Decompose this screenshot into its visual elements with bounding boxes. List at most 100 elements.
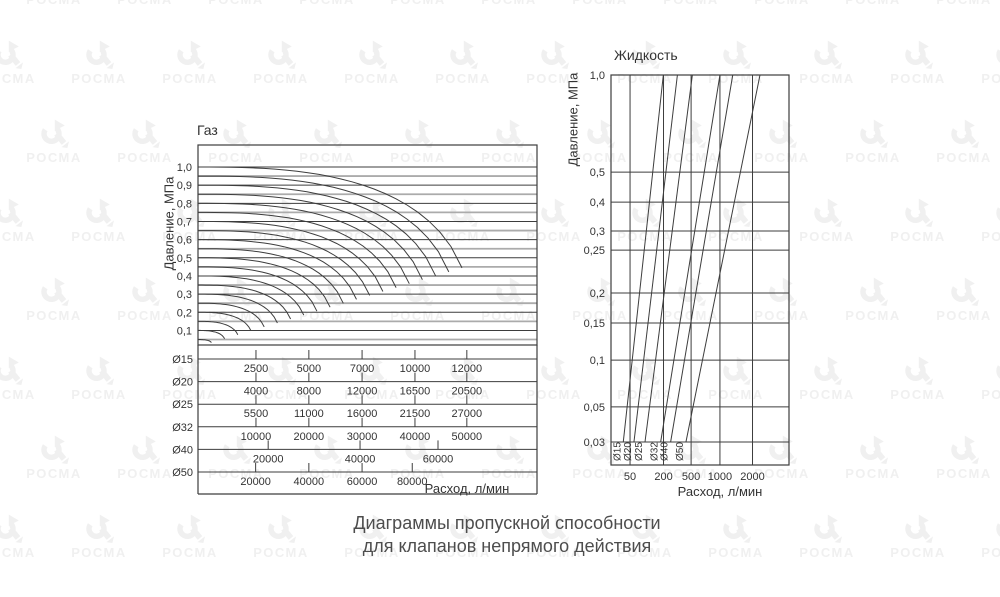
- gas-diameter-label: Ø20: [172, 377, 193, 389]
- gas-y-tick-label: 0,6: [177, 235, 192, 247]
- gas-scale-value: 20000: [294, 431, 325, 443]
- gas-capacity-curve: [198, 266, 318, 312]
- gas-scale-value: 21500: [400, 408, 431, 420]
- gas-x-axis-title: Расход, л/мин: [424, 481, 510, 496]
- gas-diameter-label: Ø40: [172, 444, 193, 456]
- gas-y-tick-label: 1,0: [177, 162, 192, 174]
- gas-capacity-curve: [198, 184, 437, 277]
- gas-capacity-curve: [198, 239, 357, 300]
- gas-capacity-curve: [198, 329, 226, 339]
- gas-capacity-curve: [198, 275, 305, 316]
- gas-capacity-curve: [198, 320, 239, 336]
- gas-scale-value: 40000: [294, 476, 325, 488]
- gas-scale-value: 7000: [350, 363, 374, 375]
- gas-y-axis-title: Давление, МПа: [161, 176, 177, 271]
- gas-capacity-curve: [198, 202, 410, 284]
- gas-scale-value: 12000: [452, 363, 483, 375]
- gas-capacity-curve: [198, 311, 252, 332]
- gas-capacity-curve: [198, 230, 371, 296]
- liquid-y-tick-label: 0,15: [584, 318, 605, 330]
- liquid-diameter-label: Ø32: [650, 442, 661, 461]
- gas-scale-value: 30000: [347, 431, 378, 443]
- liquid-capacity-line: [660, 74, 721, 443]
- liquid-y-tick-label: 0,1: [590, 355, 605, 367]
- gas-diameter-label: Ø50: [172, 467, 193, 479]
- gas-capacity-curve: [198, 293, 278, 324]
- gas-scale-value: 40000: [400, 431, 431, 443]
- liquid-capacity-line: [644, 74, 693, 443]
- gas-capacity-curve: [198, 193, 423, 280]
- gas-scale-value: 20000: [240, 476, 271, 488]
- liquid-diameter-label: Ø15: [612, 442, 623, 461]
- liquid-y-tick-label: 0,25: [584, 245, 605, 257]
- liquid-capacity-line: [622, 74, 664, 443]
- gas-scale-value: 27000: [452, 408, 483, 420]
- gas-scale-value: 60000: [423, 453, 454, 465]
- caption-line-1: Диаграммы пропускной способности: [353, 513, 661, 533]
- gas-capacity-curve: [198, 248, 344, 304]
- gas-scale-value: 12000: [347, 386, 378, 398]
- gas-scale-value: 40000: [345, 453, 376, 465]
- gas-capacity-curve: [198, 302, 265, 328]
- gas-capacity-curve: [198, 257, 331, 308]
- liquid-diameter-label: Ø20: [623, 442, 634, 461]
- gas-capacity-curve: [198, 284, 292, 320]
- gas-y-tick-label: 0,3: [177, 289, 192, 301]
- gas-scale-value: 16500: [400, 386, 431, 398]
- gas-scale-value: 4000: [244, 386, 268, 398]
- liquid-capacity-line: [685, 74, 761, 443]
- liquid-x-tick-label: 2000: [740, 471, 764, 483]
- liquid-y-tick-label: 0,3: [590, 226, 605, 238]
- liquid-x-tick-label: 200: [654, 471, 672, 483]
- liquid-chart-title: Жидкость: [614, 47, 678, 63]
- gas-scale-value: 2500: [244, 363, 268, 375]
- liquid-y-axis-title: Давление, МПа: [565, 72, 581, 167]
- liquid-x-tick-label: 50: [624, 471, 636, 483]
- liquid-capacity-line: [633, 74, 678, 443]
- liquid-diameter-label: Ø50: [675, 442, 686, 461]
- gas-capacity-curve: [198, 175, 450, 273]
- gas-scale-value: 10000: [241, 431, 272, 443]
- gas-scale-value: 5000: [297, 363, 321, 375]
- liquid-y-tick-label: 1,0: [590, 70, 605, 82]
- gas-diameter-label: Ø25: [172, 399, 193, 411]
- gas-scale-value: 16000: [347, 408, 378, 420]
- gas-scale-value: 5500: [244, 408, 268, 420]
- gas-diameter-label: Ø15: [172, 354, 193, 366]
- gas-capacity-curve: [198, 221, 384, 292]
- gas-scale-value: 60000: [347, 476, 378, 488]
- liquid-diameter-label: Ø25: [634, 442, 645, 461]
- figure-caption: Диаграммы пропускной способности для кла…: [307, 512, 707, 558]
- gas-capacity-curve: [198, 166, 463, 269]
- liquid-capacity-line: [670, 74, 734, 443]
- liquid-y-tick-label: 0,4: [590, 197, 605, 209]
- liquid-x-tick-label: 1000: [708, 471, 732, 483]
- gas-y-tick-label: 0,2: [177, 307, 192, 319]
- gas-scale-value: 80000: [397, 476, 428, 488]
- gas-scale-value: 11000: [294, 408, 324, 420]
- liquid-y-tick-label: 0,05: [584, 402, 605, 414]
- liquid-y-tick-label: 0,2: [590, 288, 605, 300]
- gas-y-tick-label: 0,8: [177, 198, 192, 210]
- gas-capacity-curve: [198, 211, 397, 288]
- gas-plot-border: [197, 144, 538, 346]
- gas-scale-value: 20000: [253, 453, 284, 465]
- liquid-diameter-label: Ø40: [660, 442, 671, 461]
- gas-y-tick-label: 0,4: [177, 271, 192, 283]
- gas-capacity-curve: [198, 339, 212, 343]
- gas-scale-value: 10000: [400, 363, 431, 375]
- liquid-x-axis-title: Расход, л/мин: [677, 484, 763, 499]
- liquid-y-tick-label: 0,5: [590, 167, 605, 179]
- gas-y-tick-label: 0,9: [177, 180, 192, 192]
- gas-y-tick-label: 0,7: [177, 216, 192, 228]
- gas-diameter-label: Ø32: [172, 422, 193, 434]
- liquid-plot-border: [610, 74, 790, 466]
- gas-y-tick-label: 0,1: [177, 325, 192, 337]
- gas-scale-value: 20500: [452, 386, 483, 398]
- caption-line-2: для клапанов непрямого действия: [362, 536, 652, 556]
- liquid-y-tick-label: 0,03: [584, 437, 605, 449]
- liquid-x-tick-label: 500: [682, 471, 700, 483]
- gas-scale-value: 8000: [297, 386, 321, 398]
